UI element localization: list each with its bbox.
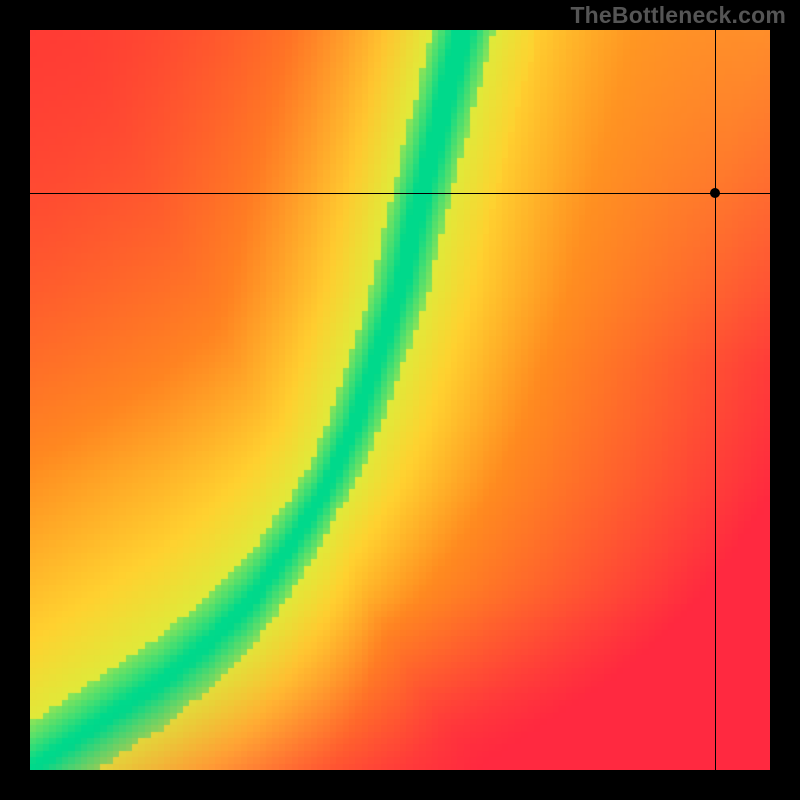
crosshair-horizontal [30, 193, 770, 194]
frame-left [0, 0, 30, 800]
crosshair-marker [710, 188, 720, 198]
heatmap-plot [30, 30, 770, 770]
attribution-label: TheBottleneck.com [570, 2, 786, 29]
crosshair-vertical [715, 30, 716, 770]
frame-bottom [0, 770, 800, 800]
chart-container: TheBottleneck.com [0, 0, 800, 800]
frame-right [770, 0, 800, 800]
heatmap-canvas [30, 30, 770, 770]
